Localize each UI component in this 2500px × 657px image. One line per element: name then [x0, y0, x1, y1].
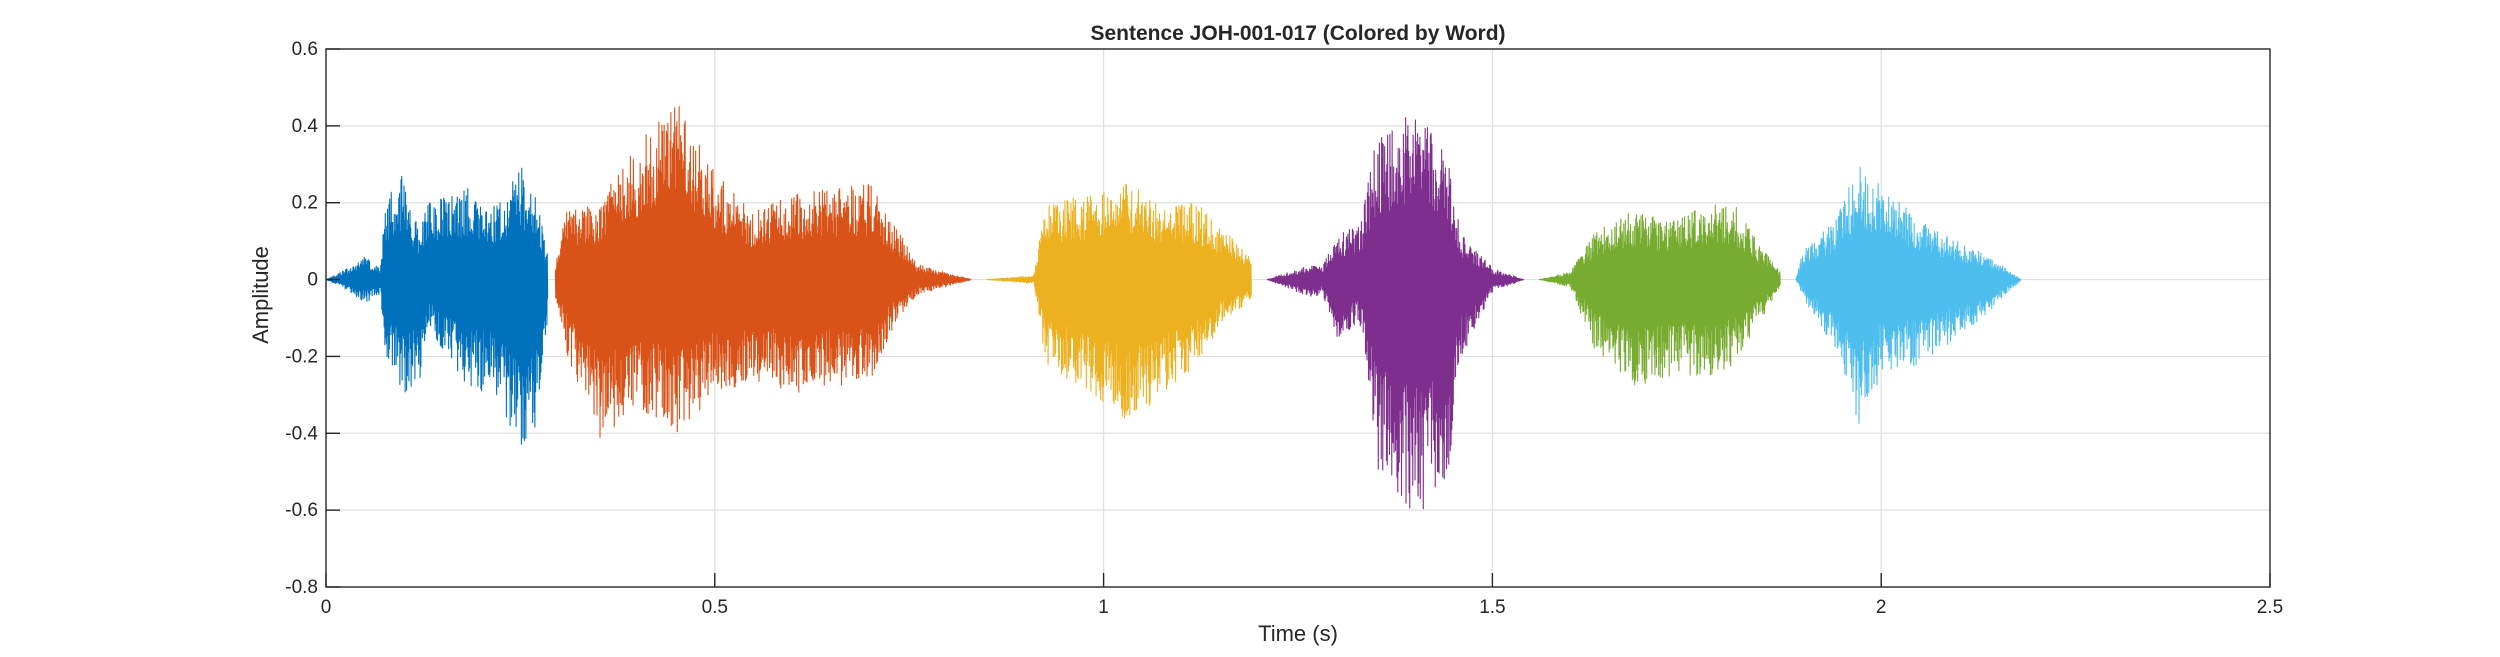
y-tick-label: 0.4 — [292, 116, 319, 137]
x-tick-label: 2 — [1876, 597, 1887, 618]
chart-title: Sentence JOH-001-017 (Colored by Word) — [1090, 22, 1505, 45]
y-tick-label: -0.4 — [285, 423, 318, 444]
x-axis-label: Time (s) — [1258, 621, 1338, 646]
y-axis-ticks: -0.8 -0.6 -0.4 -0.2 0 0.2 0.4 0.6 — [285, 39, 340, 598]
waveform-segment-4 — [1266, 117, 1524, 510]
y-tick-label: 0.2 — [292, 193, 318, 214]
waveform-segment-3 — [986, 183, 1252, 419]
waveform-segment-5 — [1538, 204, 1781, 386]
y-tick-label: 0 — [307, 270, 318, 291]
plot-area-border — [325, 48, 2271, 588]
x-tick-label: 1.5 — [1479, 597, 1505, 618]
x-tick-label: 0 — [321, 597, 332, 618]
x-tick-label: 1 — [1098, 597, 1109, 618]
waveform-segment-2 — [554, 106, 972, 439]
x-axis-ticks: 0 0.5 1 1.5 2 2.5 — [321, 573, 2283, 618]
y-tick-label: 0.6 — [292, 39, 318, 60]
waveform-segment-1 — [325, 167, 549, 445]
waveform-series — [325, 106, 2022, 510]
x-tick-label: 2.5 — [2257, 597, 2283, 618]
y-tick-label: -0.8 — [285, 577, 318, 598]
axes — [325, 48, 2271, 588]
waveform-segment-6 — [1795, 166, 2022, 424]
y-tick-label: -0.6 — [285, 500, 318, 521]
y-axis-label: Amplitude — [248, 246, 273, 344]
x-tick-label: 0.5 — [702, 597, 728, 618]
y-tick-label: -0.2 — [285, 346, 318, 367]
